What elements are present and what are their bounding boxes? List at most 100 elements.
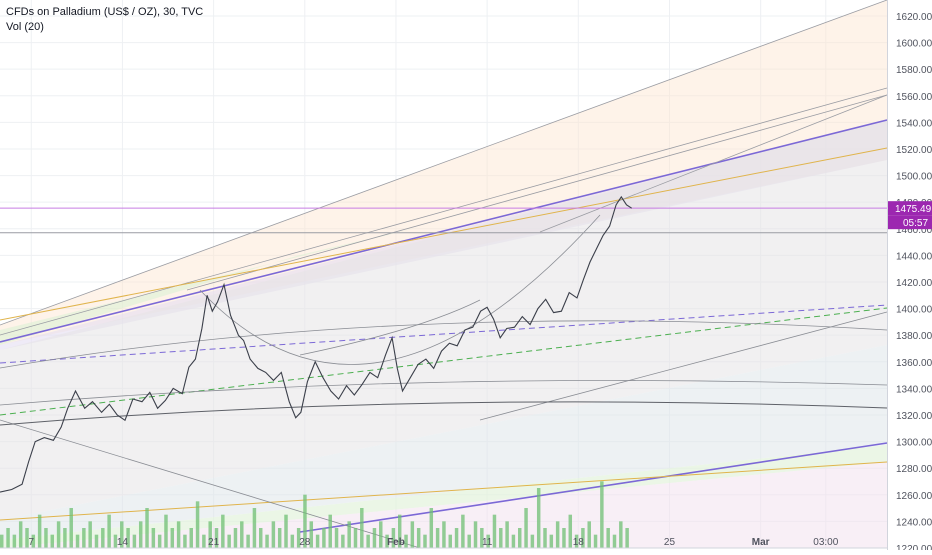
legend-title[interactable]: CFDs on Palladium (US$ / OZ), 30, TVC: [6, 6, 204, 18]
time-tick-label: 18: [573, 537, 585, 548]
volume-bar: [284, 514, 288, 548]
time-tick-label: 14: [117, 537, 129, 548]
volume-bar: [277, 528, 282, 548]
volume-bar: [157, 534, 162, 548]
volume-bar: [328, 514, 332, 548]
volume-bar: [37, 514, 42, 548]
volume-bar: [25, 528, 29, 548]
volume-bar: [543, 528, 547, 548]
price-tick-label: 1220.00: [896, 544, 932, 550]
price-tick-label: 1320.00: [896, 411, 932, 422]
time-tick-label: 28: [299, 537, 311, 548]
volume-bar: [562, 528, 566, 548]
volume-bar: [145, 508, 149, 548]
volume-bar: [151, 528, 156, 548]
volume-bar: [0, 534, 4, 548]
price-tick-label: 1340.00: [896, 384, 932, 395]
volume-bar: [296, 528, 301, 548]
volume-bar: [82, 528, 86, 548]
volume-bar: [240, 521, 244, 548]
fan-region-orange: [0, 0, 887, 345]
time-tick-label: 03:00: [813, 537, 838, 548]
last-price-label: 1475.49: [895, 204, 932, 215]
price-tick-label: 1400.00: [896, 305, 932, 316]
volume-bar: [341, 534, 345, 548]
price-tick-label: 1300.00: [896, 438, 932, 449]
volume-bar: [221, 514, 225, 548]
volume-bar: [315, 534, 320, 548]
volume-bar: [549, 534, 554, 548]
volume-bar: [183, 534, 187, 548]
fan-region-gray: [0, 120, 887, 520]
price-axis-bg: [887, 0, 932, 550]
fan-line-long: [539, 94, 888, 233]
purple-channel-lower: [299, 442, 888, 533]
volume-bar: [101, 528, 105, 548]
price-tick-label: 1520.00: [896, 145, 932, 156]
time-tick-label: 7: [28, 537, 34, 548]
arc-lower: [0, 401, 888, 426]
price-tick-label: 1620.00: [896, 12, 932, 23]
fan-line-2: [0, 87, 888, 336]
price-tick-label: 1360.00: [896, 358, 932, 369]
volume-bar: [480, 528, 484, 548]
volume-bar: [372, 528, 377, 548]
volume-bar: [290, 534, 295, 548]
volume-bar: [587, 521, 591, 548]
volume-bar: [107, 514, 111, 548]
volume-bar: [416, 528, 421, 548]
volume-bar: [612, 534, 617, 548]
arc-upper: [0, 320, 888, 369]
volume-bar: [530, 534, 535, 548]
volume-bar: [467, 534, 471, 548]
price-axis[interactable]: 1220.00 1240.00 1260.00 1280.00 1300.00 1320.…: [887, 0, 932, 555]
volume-bar: [581, 528, 585, 548]
volume-bar: [44, 528, 48, 548]
volume-bar: [227, 534, 231, 548]
dashed-median-green: [0, 307, 888, 416]
price-tick-label: 1500.00: [896, 172, 932, 183]
volume-bar: [347, 521, 351, 548]
volume-bar: [606, 528, 610, 548]
volume-bar: [322, 528, 326, 548]
chart-legend[interactable]: CFDs on Palladium (US$ / OZ), 30, TVC Vo…: [6, 5, 203, 35]
volume-bar: [120, 521, 124, 548]
price-series-line: [0, 195, 633, 493]
volume-bar: [176, 521, 181, 548]
time-tick-label: Feb: [387, 537, 405, 548]
volume-bar: [126, 528, 130, 548]
volume-bar: [233, 528, 238, 548]
countdown-label: 05:57: [903, 218, 928, 229]
horizontal-lines: [0, 207, 887, 234]
legend-volume-indicator[interactable]: Vol (20): [6, 21, 44, 33]
volume-bar: [454, 528, 459, 548]
volume-bar: [214, 528, 219, 548]
time-tick-label: 11: [482, 537, 493, 548]
volume-bar: [360, 508, 364, 548]
volume-bar: [246, 534, 250, 548]
volume-bar: [473, 521, 478, 548]
volume-bar: [113, 534, 118, 548]
volume-bar: [265, 534, 269, 548]
volume-bar: [574, 534, 579, 548]
volume-bar: [69, 508, 73, 548]
volume-bar: [511, 534, 516, 548]
volume-bar: [271, 521, 276, 548]
volume-bar: [486, 534, 490, 548]
arc-middle: [0, 380, 888, 406]
purple-channel-upper: [0, 119, 888, 343]
volume-bar: [568, 514, 573, 548]
volume-bar: [309, 521, 314, 548]
volume-bar: [435, 528, 440, 548]
arc-large: [199, 214, 601, 365]
time-tick-label: 25: [664, 537, 676, 548]
countdown-label-bg: [888, 215, 932, 230]
volume-bar: [195, 501, 200, 548]
last-price-label-bg: [888, 201, 932, 216]
volume-bar: [555, 521, 560, 548]
price-tick-label: 1580.00: [896, 65, 932, 76]
time-axis[interactable]: 7 14 21 28 Feb 11 18 25 Mar 03:00: [0, 537, 887, 549]
arc-small: [299, 299, 481, 356]
